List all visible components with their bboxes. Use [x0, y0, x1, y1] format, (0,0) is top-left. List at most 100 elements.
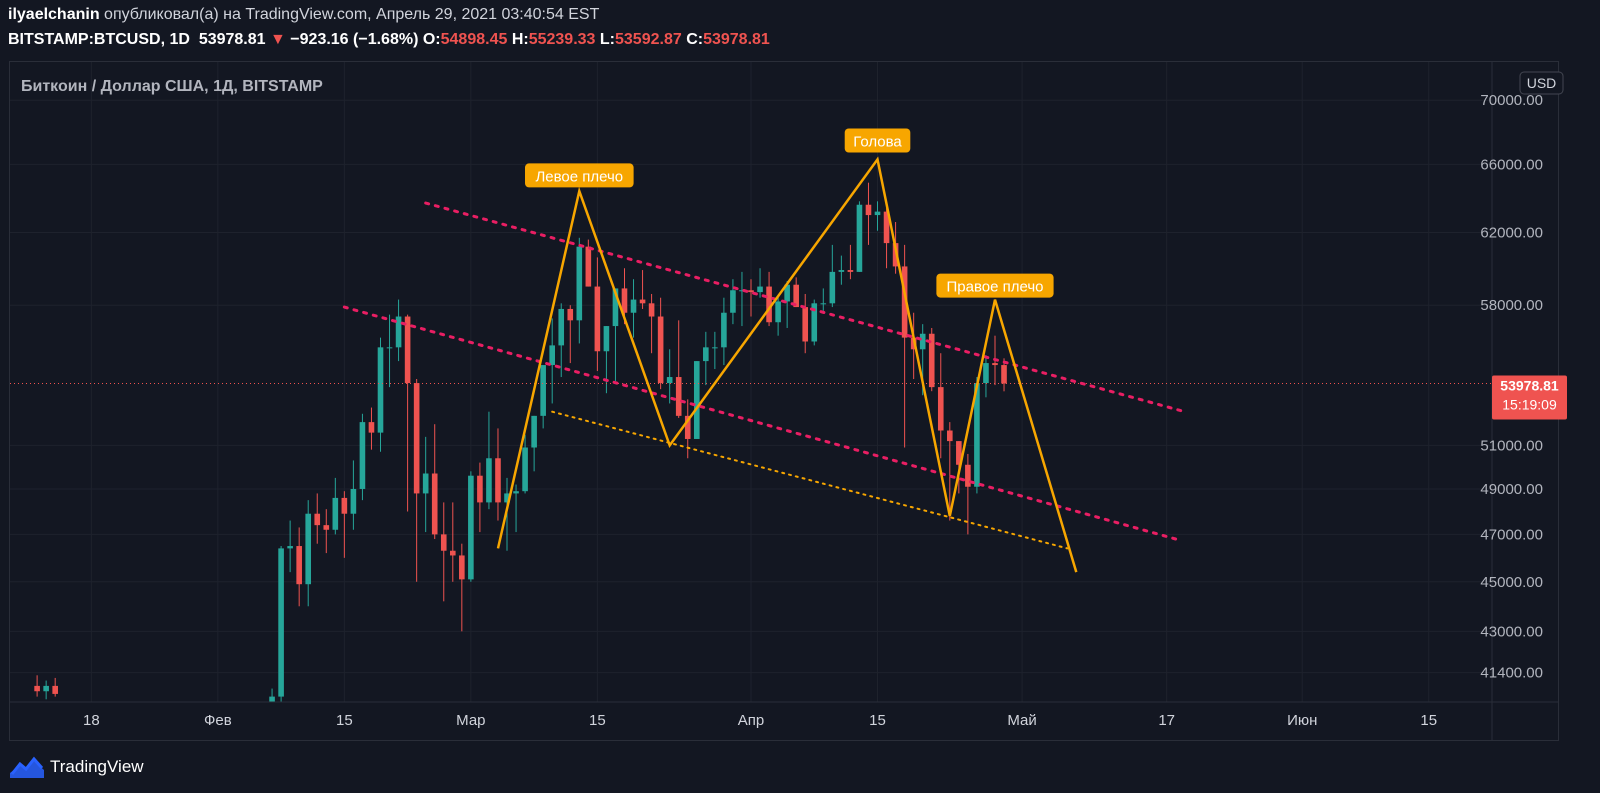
candle-body [477, 475, 483, 503]
candle-body [440, 534, 447, 551]
time-axis[interactable]: 18 Фев 15 Мар 15 Апр 15 Май 17 Июн 15 [83, 712, 1437, 729]
candle-body [937, 387, 944, 431]
candle-body [513, 491, 519, 494]
brand-name: TradingView [50, 757, 144, 776]
candle-body [540, 365, 546, 416]
low-label: L: [599, 31, 615, 48]
price-tick-label: 43000.00 [1480, 623, 1543, 640]
annotation-label[interactable]: Голова [844, 128, 911, 153]
tradingview-logo-icon [10, 756, 44, 778]
drawings [10, 156, 1492, 573]
candle-body [549, 345, 555, 366]
annotation-labels: Левое плечо Голова Правое плечо [525, 128, 1054, 298]
candle-body [865, 204, 872, 216]
candle-body [486, 458, 492, 503]
candle-body [829, 271, 836, 304]
price-axis[interactable]: 70000.00 66000.00 62000.00 58000.00 51000.00… [1480, 92, 1543, 681]
candle-body [748, 290, 754, 293]
candle-body [404, 316, 411, 384]
candle-body [965, 464, 971, 487]
time-tick-label: 15 [1420, 712, 1437, 729]
candle-body [413, 383, 420, 494]
time-tick-label: Фев [204, 712, 232, 729]
candle-body [874, 211, 881, 216]
last-price-tag: 53978.81 15:19:09 [1492, 375, 1567, 420]
candle-body [919, 333, 926, 350]
candle-body [648, 303, 655, 317]
time-tick-label: 15 [336, 712, 353, 729]
candle-body [820, 303, 827, 305]
candle-body [314, 513, 321, 526]
candle-body [1001, 365, 1007, 384]
candle-body [883, 211, 890, 244]
candle-body [350, 488, 357, 514]
candle-body [793, 284, 799, 308]
candle-body [504, 493, 510, 503]
candle-body [847, 270, 854, 272]
candle-body [34, 685, 40, 692]
candle-body [386, 347, 393, 349]
publish-info: ilyaelchanin опубликовал(а) на TradingVi… [8, 6, 599, 24]
price-change: −923.16 (−1.68%) [290, 31, 419, 48]
candle-body [703, 347, 709, 362]
grid [10, 62, 1492, 702]
annotation-label[interactable]: Левое плечо [525, 163, 634, 188]
time-tick-label: 15 [589, 712, 606, 729]
price-tick-label: 66000.00 [1480, 156, 1543, 173]
annotation-text: Правое плечо [946, 279, 1043, 296]
price-tick-label: 41400.00 [1480, 665, 1543, 682]
candle-body [992, 363, 998, 366]
candle-body [332, 497, 339, 530]
candle-body [567, 308, 574, 321]
annotation-text: Левое плечо [535, 168, 623, 185]
candle-body [639, 299, 646, 304]
candle-body [612, 288, 619, 327]
close-value: 53978.81 [703, 31, 770, 48]
candle-body [287, 546, 293, 549]
trend-line-upper[interactable] [424, 201, 1187, 414]
candle-body [495, 458, 501, 503]
down-arrow-icon: ▼ [270, 31, 286, 48]
close-label: C: [686, 31, 704, 48]
candle-body [784, 284, 790, 302]
trend-line-lower[interactable] [342, 305, 1178, 541]
candle-body [838, 270, 845, 272]
candle-body [43, 685, 49, 692]
candle-body [278, 548, 284, 697]
candle-body [576, 246, 583, 321]
candle-body [712, 347, 718, 349]
candle-body [766, 286, 772, 323]
candle-body [675, 377, 682, 416]
chart-title: Биткоин / Доллар США, 1Д, BITSTAMP [21, 78, 323, 95]
currency-badge-text: USD [1527, 75, 1557, 91]
candle-body [422, 473, 429, 494]
candle-body [558, 308, 565, 346]
candle-body [603, 326, 610, 352]
head-and-shoulders-pattern[interactable] [496, 156, 1078, 573]
open-label: O: [422, 31, 441, 48]
author-name[interactable]: ilyaelchanin [8, 6, 100, 23]
candle-body [296, 546, 302, 585]
currency-badge[interactable]: USD [1519, 71, 1564, 95]
price-tick-label: 49000.00 [1480, 481, 1543, 498]
candles [34, 182, 1007, 702]
time-tick-label: Май [1007, 712, 1036, 729]
candle-body [377, 347, 384, 433]
annotation-text: Голова [853, 134, 902, 151]
price-tick-label: 70000.00 [1480, 92, 1543, 109]
candle-body [928, 333, 935, 388]
candle-body [305, 513, 312, 585]
high-label: H: [511, 31, 529, 48]
candle-body [395, 316, 402, 348]
last-price: 53978.81 [198, 31, 266, 48]
time-tick-label: 17 [1158, 712, 1175, 729]
candle-body [594, 286, 601, 352]
annotation-label[interactable]: Правое плечо [936, 273, 1054, 298]
low-value: 53592.87 [615, 31, 682, 48]
candle-body [775, 301, 781, 323]
candle-body [802, 307, 809, 342]
support-line[interactable] [551, 410, 1069, 550]
tradingview-brand[interactable]: TradingView [10, 756, 144, 778]
candle-body [983, 363, 989, 384]
